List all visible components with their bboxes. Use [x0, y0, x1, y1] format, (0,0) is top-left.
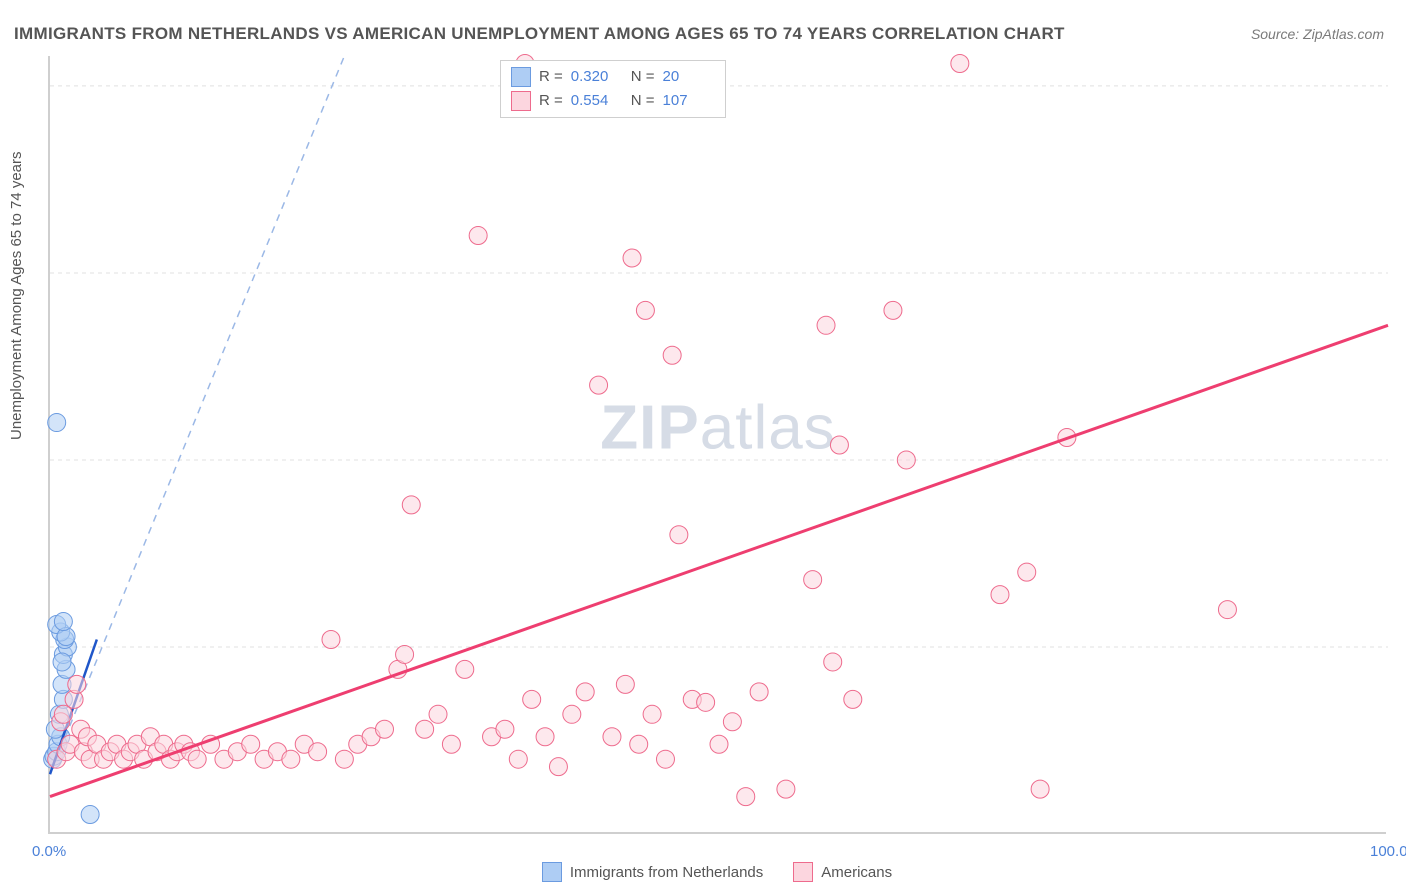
data-point: [53, 653, 71, 671]
legend-stat-row: R = 0.554 N = 107: [511, 89, 715, 113]
data-point: [396, 645, 414, 663]
data-point: [54, 705, 72, 723]
trend-line-dash: [50, 56, 344, 774]
stat-n-label: N =: [631, 89, 655, 113]
stat-n-value: 20: [663, 65, 715, 89]
data-point: [777, 780, 795, 798]
data-point: [549, 758, 567, 776]
data-point: [322, 631, 340, 649]
data-point: [523, 690, 541, 708]
legend-bottom: Immigrants from Netherlands Americans: [48, 862, 1386, 882]
data-point: [1218, 601, 1236, 619]
legend-label: Americans: [821, 864, 892, 881]
data-point: [496, 720, 514, 738]
data-point: [1018, 563, 1036, 581]
stat-r-value: 0.554: [571, 89, 623, 113]
data-point: [1031, 780, 1049, 798]
trend-line: [50, 325, 1388, 796]
x-tick-label: 0.0%: [32, 843, 66, 860]
stat-n-value: 107: [663, 89, 715, 113]
data-point: [663, 346, 681, 364]
data-point: [54, 613, 72, 631]
x-tick-label: 100.0%: [1370, 843, 1406, 860]
data-point: [830, 436, 848, 454]
data-point: [242, 735, 260, 753]
data-point: [737, 788, 755, 806]
data-point: [416, 720, 434, 738]
data-point: [824, 653, 842, 671]
data-point: [884, 301, 902, 319]
stat-r-label: R =: [539, 65, 563, 89]
data-point: [844, 690, 862, 708]
data-point: [710, 735, 728, 753]
data-point: [804, 571, 822, 589]
data-point: [616, 675, 634, 693]
chart-title: IMMIGRANTS FROM NETHERLANDS VS AMERICAN …: [14, 24, 1065, 44]
data-point: [429, 705, 447, 723]
data-point: [442, 735, 460, 753]
data-point: [636, 301, 654, 319]
data-point: [456, 660, 474, 678]
stat-r-value: 0.320: [571, 65, 623, 89]
data-point: [603, 728, 621, 746]
data-point: [376, 720, 394, 738]
y-axis-label: Unemployment Among Ages 65 to 74 years: [8, 151, 25, 440]
data-point: [723, 713, 741, 731]
stat-n-label: N =: [631, 65, 655, 89]
data-point: [897, 451, 915, 469]
data-point: [282, 750, 300, 768]
data-point: [309, 743, 327, 761]
data-point: [335, 750, 353, 768]
data-point: [697, 693, 715, 711]
data-point: [576, 683, 594, 701]
data-point: [402, 496, 420, 514]
legend-label: Immigrants from Netherlands: [570, 864, 763, 881]
data-point: [750, 683, 768, 701]
data-point: [656, 750, 674, 768]
legend-item: Immigrants from Netherlands: [542, 862, 763, 882]
data-point: [536, 728, 554, 746]
chart-area: ZIPatlas R = 0.320 N = 20 R = 0.554 N = …: [48, 56, 1386, 834]
data-point: [563, 705, 581, 723]
legend-stat-row: R = 0.320 N = 20: [511, 65, 715, 89]
legend-swatch: [542, 862, 562, 882]
data-point: [991, 586, 1009, 604]
legend-swatch: [511, 67, 531, 87]
stat-r-label: R =: [539, 89, 563, 113]
data-point: [81, 806, 99, 824]
data-point: [68, 675, 86, 693]
scatter-plot: [50, 56, 1386, 832]
source-label: Source: ZipAtlas.com: [1251, 26, 1384, 42]
data-point: [48, 414, 66, 432]
data-point: [643, 705, 661, 723]
data-point: [670, 526, 688, 544]
legend-item: Americans: [793, 862, 892, 882]
data-point: [951, 54, 969, 72]
legend-swatch: [793, 862, 813, 882]
data-point: [469, 227, 487, 245]
data-point: [817, 316, 835, 334]
legend-stats: R = 0.320 N = 20 R = 0.554 N = 107: [500, 60, 726, 118]
data-point: [590, 376, 608, 394]
data-point: [623, 249, 641, 267]
legend-swatch: [511, 91, 531, 111]
data-point: [630, 735, 648, 753]
data-point: [509, 750, 527, 768]
data-point: [188, 750, 206, 768]
